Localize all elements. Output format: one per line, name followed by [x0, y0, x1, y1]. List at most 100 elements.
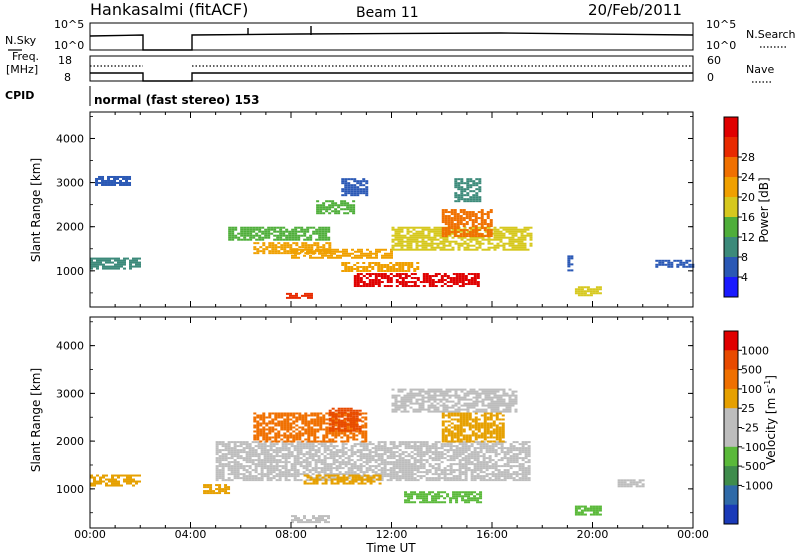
power-cell	[664, 263, 668, 266]
velocity-cell	[289, 428, 293, 431]
power-cell	[327, 254, 330, 257]
power-colorbar-swatch	[724, 177, 738, 198]
velocity-cell	[527, 471, 531, 474]
velocity-cell	[626, 479, 630, 482]
velocity-cell	[351, 474, 355, 477]
velocity-cell	[515, 465, 519, 468]
velocity-colorbar-swatch	[724, 446, 738, 467]
power-cell	[307, 244, 311, 247]
power-colorbar-tick: 4	[741, 271, 748, 284]
velocity-cell	[449, 471, 453, 474]
power-cell	[231, 226, 235, 229]
power-cell	[490, 246, 494, 249]
velocity-cell	[312, 482, 316, 485]
velocity-cell	[401, 459, 405, 462]
power-cell	[676, 263, 680, 266]
power-cell	[480, 221, 484, 224]
velocity-cell	[422, 441, 426, 444]
velocity-cell	[330, 482, 334, 485]
power-cell	[297, 234, 301, 237]
velocity-cell	[350, 449, 354, 452]
velocity-cell	[456, 424, 460, 427]
velocity-cell	[277, 424, 281, 427]
velocity-cell	[595, 511, 599, 514]
velocity-cell	[311, 455, 315, 458]
velocity-cell	[431, 497, 435, 500]
velocity-cell	[287, 449, 291, 452]
velocity-cell	[419, 495, 423, 498]
velocity-cell	[304, 438, 308, 441]
velocity-cell	[485, 465, 489, 468]
velocity-cell	[359, 443, 363, 446]
velocity-cell	[502, 390, 506, 393]
velocity-cell	[478, 408, 482, 411]
velocity-cell	[443, 445, 447, 448]
velocity-cell	[256, 416, 260, 419]
power-cell	[688, 259, 692, 262]
velocity-cell	[440, 473, 444, 476]
velocity-cell	[311, 473, 315, 476]
velocity-cell	[635, 483, 639, 486]
power-cell	[391, 246, 395, 249]
velocity-cell	[494, 469, 498, 472]
velocity-cell	[353, 473, 357, 476]
velocity-cell	[263, 447, 267, 450]
velocity-cell	[248, 473, 252, 476]
velocity-cell	[359, 453, 363, 456]
power-cell	[475, 194, 479, 197]
power-cell	[309, 296, 313, 299]
velocity-cell	[413, 469, 417, 472]
velocity-cell	[269, 455, 273, 458]
power-cell	[436, 242, 440, 245]
power-cell	[436, 244, 440, 247]
velocity-cell	[380, 457, 384, 460]
power-cell	[523, 238, 527, 241]
velocity-cell	[93, 482, 96, 485]
power-cell	[511, 240, 515, 243]
velocity-cell	[322, 436, 326, 439]
velocity-cell	[293, 471, 297, 474]
velocity-cell	[317, 459, 321, 462]
velocity-cell	[93, 476, 96, 479]
velocity-cell	[340, 415, 344, 418]
velocity-cell	[93, 484, 96, 487]
velocity-cell	[354, 478, 358, 481]
velocity-colorbar-tick: -1000	[741, 479, 773, 492]
velocity-cell	[325, 436, 329, 439]
velocity-cell	[239, 473, 243, 476]
velocity-cell	[334, 412, 338, 415]
velocity-cell	[422, 491, 426, 494]
power-cell	[365, 283, 369, 286]
velocity-cell	[440, 451, 444, 454]
velocity-colorbar-tick: -25	[741, 422, 759, 435]
velocity-cell	[233, 445, 237, 448]
power-cell	[309, 234, 313, 237]
power-cell	[440, 279, 444, 282]
velocity-cell	[383, 469, 387, 472]
velocity-cell	[260, 469, 264, 472]
power-cell	[416, 279, 420, 282]
velocity-cell	[437, 455, 441, 458]
velocity-cell	[265, 422, 269, 425]
velocity-cell	[265, 424, 269, 427]
power-cell	[404, 277, 408, 280]
power-cell	[321, 232, 325, 235]
velocity-cell	[275, 479, 279, 482]
velocity-cell	[380, 455, 384, 458]
power-cell	[344, 192, 348, 195]
velocity-cell	[242, 465, 246, 468]
velocity-cell	[296, 449, 300, 452]
velocity-cell	[346, 438, 350, 441]
power-cell	[243, 232, 247, 235]
velocity-cell	[641, 483, 645, 486]
velocity-cell	[352, 415, 356, 418]
velocity-cell	[482, 443, 486, 446]
velocity-cell	[431, 479, 435, 482]
power-cell	[359, 279, 363, 282]
power-cell	[475, 192, 479, 195]
power-cell	[368, 266, 372, 268]
velocity-cell	[316, 430, 320, 433]
velocity-cell	[359, 451, 363, 454]
velocity-cell	[221, 469, 225, 472]
velocity-cell	[322, 422, 326, 425]
